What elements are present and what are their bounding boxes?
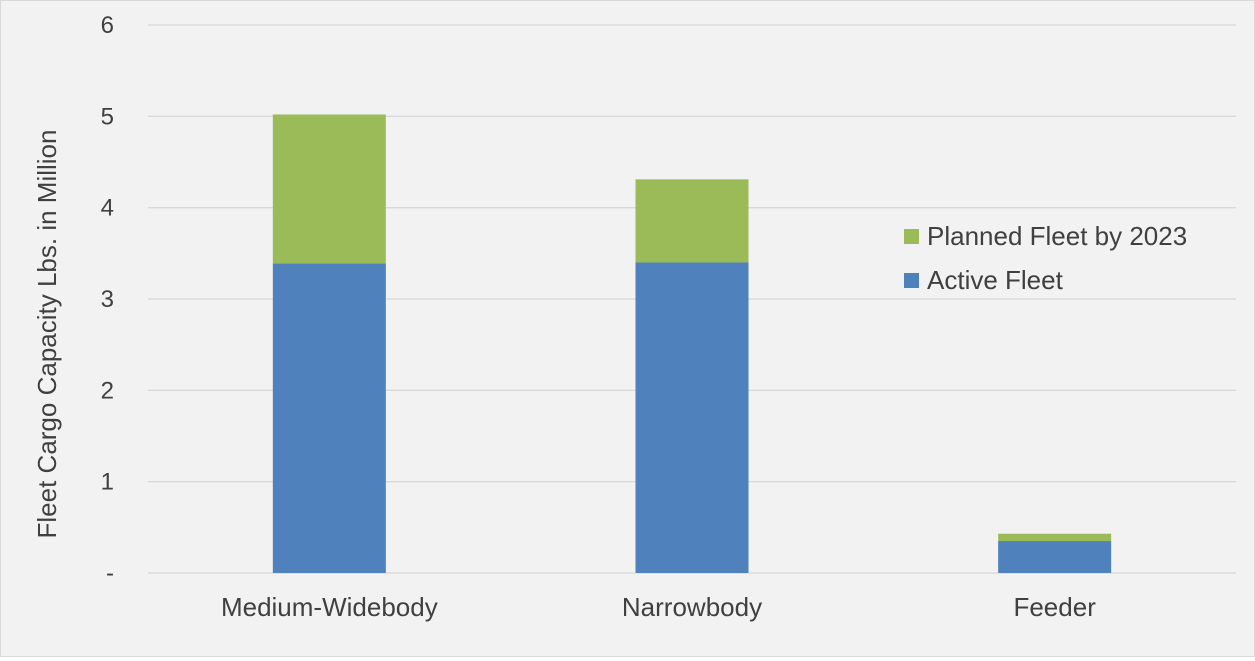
bar-active-fleet (272, 263, 386, 573)
y-tick-label: 1 (101, 469, 114, 496)
y-axis-ticks: - 1 2 3 4 5 6 (101, 12, 114, 587)
y-tick-label: 2 (101, 377, 114, 404)
legend: Planned Fleet by 2023 Active Fleet (904, 221, 1187, 295)
y-axis-title: Fleet Cargo Capacity Lbs. in Million (32, 130, 62, 539)
bar-planned-fleet (998, 533, 1112, 542)
x-category-label: Feeder (1013, 592, 1096, 622)
y-tick-label: 4 (101, 195, 114, 222)
bars (272, 114, 1112, 573)
legend-swatch (904, 229, 919, 244)
bar-active-fleet (998, 541, 1112, 573)
legend-swatch (904, 273, 919, 288)
y-tick-label: 3 (101, 286, 114, 313)
legend-label: Active Fleet (927, 265, 1064, 295)
y-tick-label: 5 (101, 103, 114, 130)
bar-active-fleet (635, 262, 749, 573)
bar-planned-fleet (635, 179, 749, 263)
legend-label: Planned Fleet by 2023 (927, 221, 1187, 251)
y-tick-label: - (106, 560, 114, 587)
x-axis-categories: Medium-Widebody Narrowbody Feeder (221, 592, 1096, 622)
bar-planned-fleet (272, 114, 386, 264)
y-tick-label: 6 (101, 12, 114, 39)
x-category-label: Narrowbody (622, 592, 762, 622)
x-category-label: Medium-Widebody (221, 592, 438, 622)
